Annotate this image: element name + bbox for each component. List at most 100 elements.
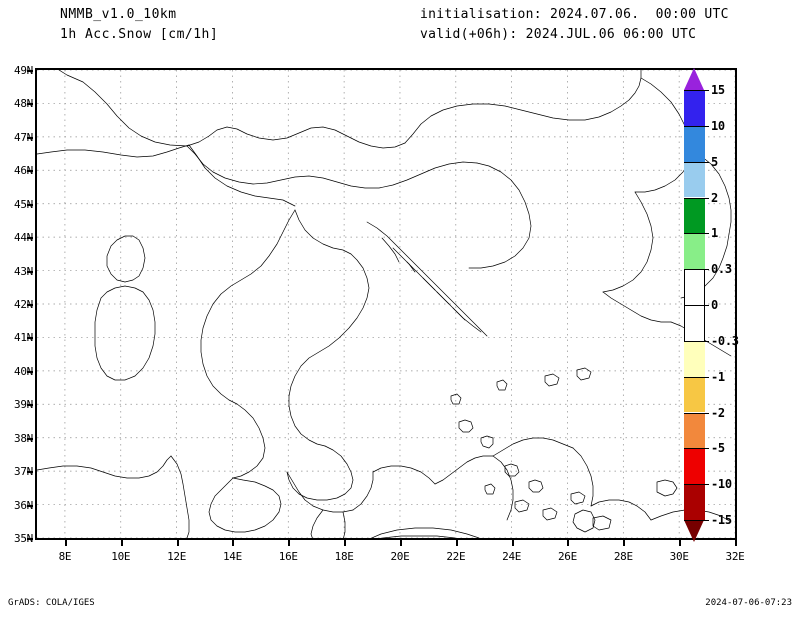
latitude-tick-mark bbox=[27, 136, 33, 139]
longitude-tick-label: 30E bbox=[669, 550, 689, 563]
colorbar-tick-mark bbox=[684, 520, 709, 521]
colorbar-tick-mark bbox=[684, 340, 709, 342]
colorbar-band bbox=[684, 448, 705, 485]
colorbar-band bbox=[684, 197, 705, 234]
colorbar-band bbox=[684, 340, 705, 377]
colorbar-tick-label: 2 bbox=[711, 190, 718, 205]
longitude-tick-mark bbox=[511, 540, 514, 546]
latitude-tick-mark bbox=[27, 370, 33, 373]
colorbar-arrow-bottom bbox=[684, 520, 704, 542]
latitude-tick-mark bbox=[27, 270, 33, 273]
longitude-tick-mark bbox=[623, 540, 626, 546]
latitude-tick-mark bbox=[27, 337, 33, 340]
colorbar-legend: 15 10 5 2 1 0.3 0 -0.3 -1 -2 -5 -10 -15 bbox=[684, 68, 739, 542]
colorbar-tick-mark bbox=[684, 161, 709, 163]
colorbar-tick-label: 0.3 bbox=[711, 262, 732, 277]
longitude-tick-mark bbox=[232, 540, 235, 546]
longitude-tick-mark bbox=[120, 540, 123, 546]
latitude-tick-label: 38N bbox=[14, 431, 33, 445]
colorbar-tick-mark bbox=[684, 484, 709, 486]
latitude-tick-label: 43N bbox=[14, 264, 33, 278]
colorbar-tick-mark bbox=[684, 376, 709, 378]
latitude-tick-label: 41N bbox=[14, 331, 33, 345]
footer-timestamp-label: 2024-07-06-07:23 bbox=[705, 598, 792, 608]
latitude-tick-label: 35N bbox=[14, 532, 33, 545]
longitude-tick-mark bbox=[344, 540, 347, 546]
latitude-tick-mark bbox=[27, 504, 33, 507]
colorbar-band bbox=[684, 376, 705, 413]
latitude-tick-mark bbox=[27, 538, 33, 540]
valid-time-label: valid(+06h): 2024.JUL.06 06:00 UTC bbox=[420, 27, 697, 42]
map-plot-area bbox=[35, 68, 737, 540]
longitude-tick-label: 26E bbox=[557, 550, 577, 563]
model-name-label: NMMB_v1.0_10km bbox=[60, 7, 177, 22]
initialisation-label: initialisation: 2024.07.06. 00:00 UTC bbox=[420, 7, 729, 22]
longitude-tick-mark bbox=[679, 540, 682, 546]
colorbar-band bbox=[684, 269, 705, 305]
gridlines-layer bbox=[37, 70, 735, 538]
longitude-tick-label: 20E bbox=[390, 550, 410, 563]
longitude-tick-mark bbox=[288, 540, 291, 546]
colorbar-band bbox=[684, 484, 705, 520]
colorbar-band bbox=[684, 125, 705, 162]
longitude-tick-mark bbox=[176, 540, 179, 546]
latitude-axis: 49N 48N 47N 46N 45N 44N 43N 42N 41N 40N 39N 38N 37N 3… bbox=[0, 65, 33, 544]
longitude-tick-mark bbox=[567, 540, 570, 546]
latitude-tick-mark bbox=[27, 304, 33, 306]
colorbar-tick-label: -15 bbox=[711, 513, 732, 527]
longitude-tick-label: 28E bbox=[613, 550, 633, 563]
colorbar-tick-mark bbox=[684, 448, 709, 450]
longitude-tick-mark bbox=[399, 540, 402, 546]
header-right-block: initialisation: 2024.07.06. 00:00 UTC va… bbox=[420, 5, 760, 45]
field-name-label: 1h Acc.Snow [cm/1h] bbox=[60, 27, 219, 42]
longitude-axis: 8E 10E 12E 14E 16E 18E 20E 22E 24E 26E 28E 30E 32E bbox=[35, 540, 745, 563]
longitude-tick-label: 14E bbox=[222, 550, 242, 563]
latitude-tick-mark bbox=[27, 237, 33, 240]
longitude-tick-label: 8E bbox=[58, 550, 72, 563]
latitude-tick-mark bbox=[27, 103, 33, 106]
colorbar-band bbox=[684, 90, 705, 126]
colorbar-tick-mark bbox=[684, 412, 709, 414]
colorbar-band bbox=[684, 161, 705, 198]
colorbar-band bbox=[684, 305, 705, 341]
latitude-tick-label: 47N bbox=[14, 130, 33, 144]
longitude-tick-mark bbox=[455, 540, 458, 546]
latitude-tick-mark bbox=[27, 471, 33, 474]
latitude-tick-label: 48N bbox=[14, 97, 33, 111]
colorbar-tick-mark bbox=[684, 269, 709, 271]
longitude-tick-label: 10E bbox=[111, 550, 131, 563]
latitude-tick-label: 46N bbox=[14, 164, 33, 178]
latitude-tick-label: 40N bbox=[14, 364, 33, 378]
latitude-tick-label: 36N bbox=[14, 498, 33, 512]
coastlines-layer bbox=[37, 70, 732, 538]
colorbar-tick-label: 0 bbox=[711, 298, 718, 312]
latitude-tick-mark bbox=[27, 70, 33, 72]
longitude-tick-label: 18E bbox=[334, 550, 354, 563]
colorbar-tick-mark bbox=[684, 305, 709, 306]
latitude-tick-label: 45N bbox=[14, 197, 33, 211]
longitude-tick-mark bbox=[64, 540, 67, 546]
latitude-tick-mark bbox=[27, 203, 33, 206]
colorbar-tick-mark bbox=[684, 233, 709, 235]
latitude-tick-mark bbox=[27, 404, 33, 407]
latitude-tick-mark bbox=[27, 437, 33, 440]
footer-credit-label: GrADS: COLA/IGES bbox=[8, 598, 95, 608]
colorbar-tick-label: 5 bbox=[711, 154, 718, 169]
colorbar-band bbox=[684, 412, 705, 449]
colorbar-tick-label: -2 bbox=[711, 405, 725, 420]
colorbar-tick-label: -0.3 bbox=[711, 333, 739, 348]
longitude-tick-label: 24E bbox=[502, 550, 522, 563]
colorbar-tick-mark bbox=[684, 197, 709, 199]
latitude-tick-label: 37N bbox=[14, 465, 33, 479]
longitude-tick-label: 12E bbox=[167, 550, 187, 563]
colorbar-tick-label: -5 bbox=[711, 441, 725, 456]
latitude-tick-mark bbox=[27, 170, 33, 173]
longitude-tick-mark bbox=[735, 540, 737, 546]
colorbar-tick-label: -1 bbox=[711, 369, 725, 384]
colorbar-tick-label: -10 bbox=[711, 477, 732, 492]
colorbar-tick-label: 1 bbox=[711, 226, 718, 241]
latitude-tick-label: 44N bbox=[14, 231, 33, 245]
colorbar-tick-mark bbox=[684, 90, 709, 91]
longitude-tick-label: 22E bbox=[446, 550, 466, 563]
latitude-tick-label: 39N bbox=[14, 398, 33, 412]
